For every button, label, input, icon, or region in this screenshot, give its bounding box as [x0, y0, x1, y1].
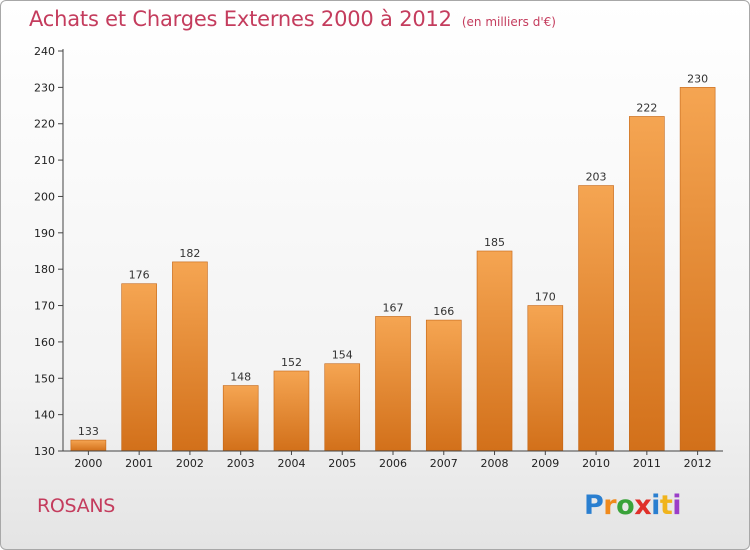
y-tick-label: 180	[34, 263, 55, 276]
bar-2008	[476, 250, 513, 452]
title-group: Achats et Charges Externes 2000 à 2012 (e…	[29, 7, 556, 31]
x-tick-label-2009: 2009	[531, 457, 559, 470]
data-label-2010: 203	[586, 171, 607, 184]
logo-letter: x	[634, 490, 652, 521]
x-tick-label-2007: 2007	[430, 457, 458, 470]
bar-2000	[70, 439, 107, 452]
logo-letter: r	[603, 490, 617, 521]
x-tick-label-2001: 2001	[125, 457, 153, 470]
x-tick-label-2006: 2006	[379, 457, 407, 470]
bar-2002	[172, 261, 208, 452]
y-tick-label: 210	[34, 154, 55, 167]
data-label-2011: 222	[636, 101, 657, 114]
x-tick-label-2002: 2002	[176, 457, 204, 470]
data-label-2003: 148	[230, 371, 251, 384]
x-tick-label-2004: 2004	[277, 457, 305, 470]
data-label-2012: 230	[687, 72, 708, 85]
y-tick-label: 230	[34, 81, 55, 94]
x-tick-label-2000: 2000	[74, 457, 102, 470]
x-tick-label-2008: 2008	[481, 457, 509, 470]
proxiti-logo: Proxiti	[584, 490, 682, 521]
bar-2011	[629, 116, 665, 452]
y-tick-label: 240	[34, 45, 55, 58]
y-axis: 130 140 150 160 170 180 190 200 210 220 230 240	[34, 45, 64, 458]
bar-2006	[375, 316, 411, 452]
data-label-2009: 170	[535, 291, 556, 304]
logo-letter: o	[616, 490, 635, 521]
bars: 133 176 182 148 152 154 167 166 185 170 203 222 230	[70, 72, 716, 452]
commune-name: ROSANS	[37, 495, 116, 517]
logo-letter: t	[659, 490, 673, 521]
y-tick-label: 220	[34, 118, 55, 131]
y-tick-label: 140	[34, 409, 55, 422]
bar-2001	[121, 283, 157, 452]
y-tick-label: 200	[34, 190, 55, 203]
data-label-2004: 152	[281, 356, 302, 369]
bar-2004	[273, 370, 310, 452]
data-label-2008: 185	[484, 236, 505, 249]
x-tick-label-2003: 2003	[227, 457, 255, 470]
data-label-2001: 176	[129, 269, 150, 282]
logo-letter: i	[651, 490, 660, 521]
y-tick-label: 130	[34, 445, 55, 458]
x-axis: 2000 2001 2002 2003 2004 2005 2006 2007 2008 2009…	[63, 450, 723, 470]
logo-letter: i	[672, 490, 682, 521]
y-tick-label: 190	[34, 227, 55, 240]
data-label-2002: 182	[179, 247, 200, 260]
data-label-2000: 133	[78, 425, 99, 438]
x-tick-label-2005: 2005	[328, 457, 356, 470]
x-tick-label-2012: 2012	[684, 457, 712, 470]
y-tick-label: 160	[34, 336, 55, 349]
bar-2003	[222, 385, 259, 452]
chart-subtitle: (en milliers d'€)	[461, 15, 556, 29]
bar-2009	[527, 305, 564, 452]
data-label-2007: 166	[433, 305, 454, 318]
bar-2005	[324, 363, 361, 452]
y-tick-label: 170	[34, 300, 55, 313]
x-tick-label-2010: 2010	[582, 457, 610, 470]
bar-2012	[679, 87, 716, 452]
chart-title: Achats et Charges Externes 2000 à 2012	[29, 7, 452, 31]
data-label-2005: 154	[332, 349, 353, 362]
logo-letter: P	[584, 490, 604, 521]
y-tick-label: 150	[34, 372, 55, 385]
bar-2010	[578, 185, 614, 452]
data-label-2006: 167	[383, 301, 404, 314]
x-tick-label-2011: 2011	[633, 457, 661, 470]
bar-2007	[425, 319, 462, 452]
